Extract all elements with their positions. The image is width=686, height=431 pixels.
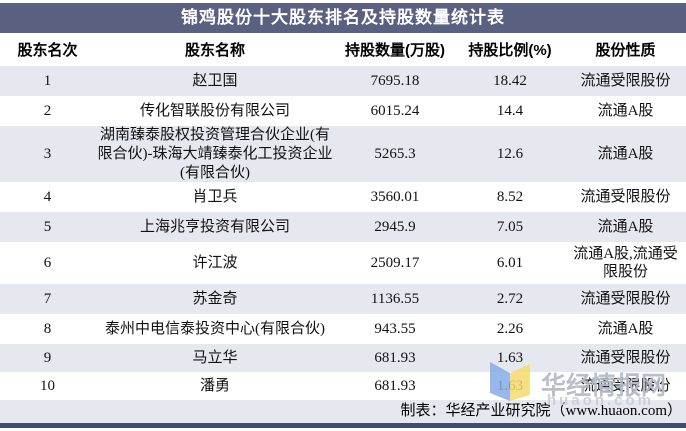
cell-nature: 流通受限股份 — [565, 344, 686, 373]
cell-name: 潘勇 — [95, 372, 335, 402]
cell-pct: 2.26 — [455, 314, 565, 345]
cell-rank: 9 — [0, 344, 95, 373]
cell-nature: 流通A股 — [565, 314, 686, 345]
cell-shares: 681.93 — [335, 372, 455, 402]
cell-name: 马立华 — [95, 344, 335, 373]
table-row: 1 赵卫国 7695.18 18.42 流通受限股份 — [0, 66, 686, 96]
cell-rank: 3 — [0, 126, 95, 183]
table-row: 6 许江波 2509.17 6.01 流通A股,流通受限股份 — [0, 242, 686, 285]
cell-nature: 流通A股 — [565, 212, 686, 243]
header-rank: 股东名次 — [0, 33, 95, 66]
cell-rank: 2 — [0, 96, 95, 126]
cell-nature: 流通A股 — [565, 126, 686, 183]
cell-shares: 2945.9 — [335, 212, 455, 243]
cell-rank: 4 — [0, 182, 95, 213]
cell-pct: 8.52 — [455, 182, 565, 213]
cell-name: 上海兆亨投资有限公司 — [95, 212, 335, 243]
cell-shares: 1136.55 — [335, 284, 455, 315]
shareholders-table: 股东名次 股东名称 持股数量(万股) 持股比例(%) 股份性质 1 赵卫国 76… — [0, 33, 686, 402]
table-row: 10 潘勇 681.93 1.63 流通受限股份 — [0, 372, 686, 402]
cell-shares: 3560.01 — [335, 182, 455, 213]
cell-pct: 6.01 — [455, 242, 565, 285]
header-pct: 持股比例(%) — [455, 33, 565, 66]
cell-pct: 1.63 — [455, 344, 565, 373]
table-row: 8 泰州中电信泰投资中心(有限合伙) 943.55 2.26 流通A股 — [0, 314, 686, 345]
cell-nature: 流通受限股份 — [565, 372, 686, 402]
header-shares: 持股数量(万股) — [335, 33, 455, 66]
cell-pct: 14.4 — [455, 96, 565, 126]
table-row: 3 湖南臻泰股权投资管理合伙企业(有限合伙)-珠海大靖臻泰化工投资企业(有限合伙… — [0, 126, 686, 183]
table-row: 5 上海兆亨投资有限公司 2945.9 7.05 流通A股 — [0, 212, 686, 243]
cell-rank: 8 — [0, 314, 95, 345]
cell-shares: 943.55 — [335, 314, 455, 345]
table-row: 9 马立华 681.93 1.63 流通受限股份 — [0, 344, 686, 373]
cell-nature: 流通受限股份 — [565, 284, 686, 315]
table-row: 7 苏金奇 1136.55 2.72 流通受限股份 — [0, 284, 686, 315]
page-title: 锦鸡股份十大股东排名及持股数量统计表 — [0, 3, 686, 33]
cell-shares: 2509.17 — [335, 242, 455, 285]
cell-name: 湖南臻泰股权投资管理合伙企业(有限合伙)-珠海大靖臻泰化工投资企业(有限合伙) — [95, 126, 335, 183]
cell-rank: 5 — [0, 212, 95, 243]
cell-name: 许江波 — [95, 242, 335, 285]
cell-rank: 1 — [0, 66, 95, 96]
cell-shares: 5265.3 — [335, 126, 455, 183]
cell-name: 肖卫兵 — [95, 182, 335, 213]
cell-pct: 1.63 — [455, 372, 565, 402]
cell-rank: 10 — [0, 372, 95, 402]
cell-nature: 流通A股,流通受限股份 — [565, 242, 686, 285]
header-nature: 股份性质 — [565, 33, 686, 66]
cell-pct: 7.05 — [455, 212, 565, 243]
bottom-border — [0, 423, 686, 428]
cell-name: 赵卫国 — [95, 66, 335, 96]
cell-rank: 6 — [0, 242, 95, 285]
header-name: 股东名称 — [95, 33, 335, 66]
cell-name: 传化智联股份有限公司 — [95, 96, 335, 126]
source-credit: 制表：华经产业研究院（www.huaon.com） — [0, 400, 686, 423]
cell-nature: 流通受限股份 — [565, 66, 686, 96]
cell-pct: 2.72 — [455, 284, 565, 315]
cell-nature: 流通受限股份 — [565, 182, 686, 213]
cell-nature: 流通A股 — [565, 96, 686, 126]
table-header-row: 股东名次 股东名称 持股数量(万股) 持股比例(%) 股份性质 — [0, 33, 686, 66]
table-row: 4 肖卫兵 3560.01 8.52 流通受限股份 — [0, 182, 686, 213]
cell-name: 苏金奇 — [95, 284, 335, 315]
cell-name: 泰州中电信泰投资中心(有限合伙) — [95, 314, 335, 345]
table-row: 2 传化智联股份有限公司 6015.24 14.4 流通A股 — [0, 96, 686, 126]
cell-shares: 7695.18 — [335, 66, 455, 96]
cell-rank: 7 — [0, 284, 95, 315]
cell-pct: 12.6 — [455, 126, 565, 183]
cell-pct: 18.42 — [455, 66, 565, 96]
cell-shares: 6015.24 — [335, 96, 455, 126]
cell-shares: 681.93 — [335, 344, 455, 373]
